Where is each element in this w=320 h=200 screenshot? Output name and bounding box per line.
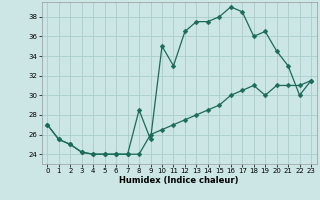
X-axis label: Humidex (Indice chaleur): Humidex (Indice chaleur): [119, 176, 239, 185]
